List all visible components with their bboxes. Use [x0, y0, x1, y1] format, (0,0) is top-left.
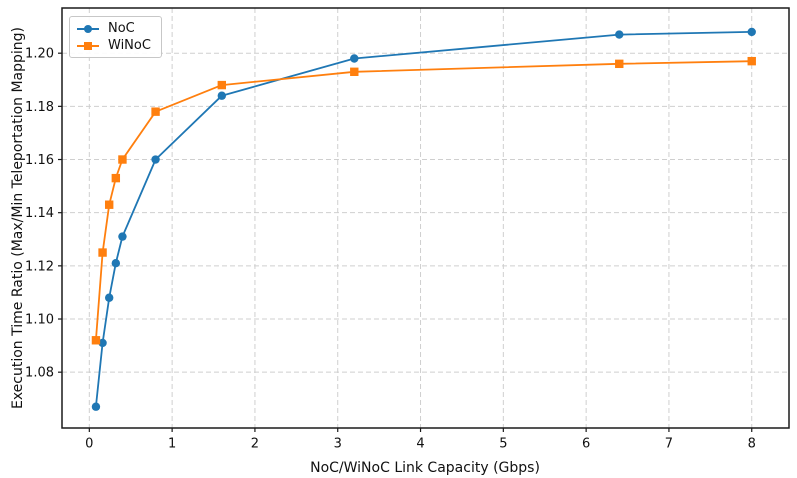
- y-tick-label: 1.12: [25, 259, 54, 274]
- y-tick-label: 1.08: [25, 366, 54, 381]
- data-point-NoC: [747, 27, 756, 37]
- x-tick-label: 0: [85, 437, 93, 452]
- x-tick-label: 1: [168, 437, 176, 452]
- legend: NoC WiNoC: [69, 16, 162, 58]
- x-axis: 0 1 2 3 4 5 6 7 8: [85, 428, 756, 452]
- x-tick-label: 8: [748, 437, 756, 452]
- data-point-WiNoC: [217, 80, 227, 90]
- x-axis-label: NoC/WiNoC Link Capacity (Gbps): [310, 460, 540, 476]
- data-point-WiNoC: [111, 173, 121, 183]
- series-WiNoC: [91, 56, 756, 345]
- legend-item-noc: NoC: [77, 21, 151, 36]
- data-point-NoC: [98, 338, 107, 348]
- x-tick-label: 5: [499, 437, 507, 452]
- x-tick-label: 2: [251, 437, 259, 452]
- y-tick-label: 1.14: [25, 206, 54, 221]
- series-line-WiNoC: [95, 60, 753, 342]
- gridlines: [62, 8, 789, 428]
- data-point-WiNoC: [615, 59, 624, 69]
- series-line-NoC: [95, 30, 753, 408]
- data-point-WiNoC: [98, 248, 107, 257]
- data-point-NoC: [615, 30, 624, 39]
- data-point-WiNoC: [118, 155, 127, 164]
- x-tick-label: 7: [665, 437, 673, 452]
- y-tick-label: 1.16: [25, 153, 54, 168]
- data-point-NoC: [217, 91, 227, 100]
- data-point-WiNoC: [91, 336, 101, 345]
- data-point-NoC: [91, 402, 101, 411]
- y-axis: 1.08 1.10 1.12 1.14 1.16 1.18 1.20: [25, 47, 62, 381]
- winoc-line-marker-icon: [77, 41, 99, 51]
- data-point-WiNoC: [747, 56, 756, 66]
- data-point-WiNoC: [104, 200, 114, 209]
- data-point-NoC: [118, 232, 127, 241]
- data-point-NoC: [151, 155, 160, 164]
- legend-item-winoc: WiNoC: [77, 38, 151, 53]
- data-point-WiNoC: [350, 67, 359, 76]
- legend-label-winoc: WiNoC: [108, 38, 151, 53]
- x-tick-label: 4: [416, 437, 424, 452]
- series-NoC: [91, 27, 756, 411]
- noc-line-marker-icon: [77, 24, 99, 34]
- y-tick-label: 1.10: [25, 313, 54, 328]
- data-point-NoC: [111, 258, 121, 268]
- data-point-NoC: [104, 293, 114, 302]
- x-tick-label: 6: [582, 437, 590, 452]
- data-point-WiNoC: [151, 107, 160, 116]
- data-point-NoC: [350, 54, 359, 63]
- y-tick-label: 1.20: [25, 47, 54, 62]
- axes-frame: [61, 7, 790, 429]
- legend-label-noc: NoC: [108, 21, 135, 36]
- y-tick-label: 1.18: [25, 100, 54, 115]
- y-axis-label: Execution Time Ratio (Max/Min Teleportat…: [10, 26, 26, 410]
- x-tick-label: 3: [334, 437, 342, 452]
